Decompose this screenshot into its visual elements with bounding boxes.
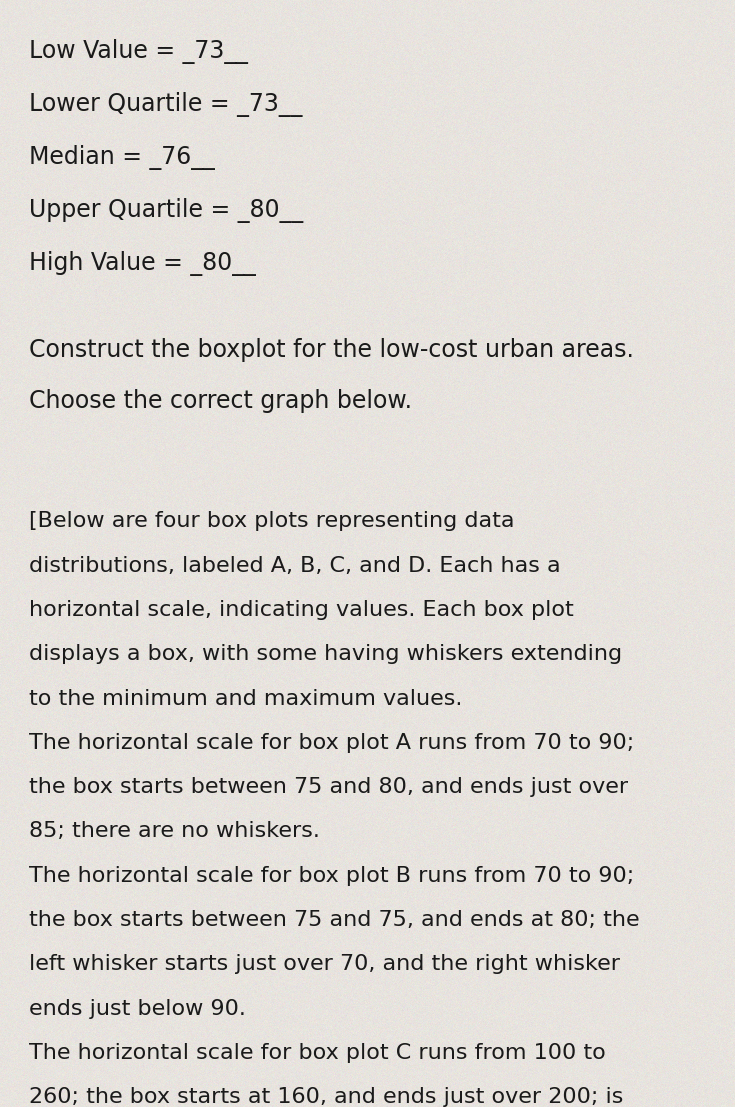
Text: High Value = _80__: High Value = _80__	[29, 251, 257, 277]
Text: to the minimum and maximum values.: to the minimum and maximum values.	[29, 689, 463, 708]
Text: Construct the boxplot for the low-cost urban areas.: Construct the boxplot for the low-cost u…	[29, 338, 634, 362]
Text: left whisker starts just over 70, and the right whisker: left whisker starts just over 70, and th…	[29, 954, 620, 974]
Text: ends just below 90.: ends just below 90.	[29, 999, 246, 1018]
Text: distributions, labeled A, B, C, and D. Each has a: distributions, labeled A, B, C, and D. E…	[29, 556, 561, 576]
Text: 85; there are no whiskers.: 85; there are no whiskers.	[29, 821, 320, 841]
Text: the box starts between 75 and 75, and ends at 80; the: the box starts between 75 and 75, and en…	[29, 910, 640, 930]
Text: Upper Quartile = _80__: Upper Quartile = _80__	[29, 198, 304, 224]
Text: displays a box, with some having whiskers extending: displays a box, with some having whisker…	[29, 644, 623, 664]
Text: Median = _76__: Median = _76__	[29, 145, 215, 170]
Text: The horizontal scale for box plot A runs from 70 to 90;: The horizontal scale for box plot A runs…	[29, 733, 634, 753]
Text: 260; the box starts at 160, and ends just over 200; is: 260; the box starts at 160, and ends jus…	[29, 1087, 624, 1107]
Text: Choose the correct graph below.: Choose the correct graph below.	[29, 389, 412, 413]
Text: The horizontal scale for box plot C runs from 100 to: The horizontal scale for box plot C runs…	[29, 1043, 606, 1063]
Text: horizontal scale, indicating values. Each box plot: horizontal scale, indicating values. Eac…	[29, 600, 574, 620]
Text: Lower Quartile = _73__: Lower Quartile = _73__	[29, 92, 303, 117]
Text: the box starts between 75 and 80, and ends just over: the box starts between 75 and 80, and en…	[29, 777, 628, 797]
Text: Low Value = _73__: Low Value = _73__	[29, 39, 248, 64]
Text: The horizontal scale for box plot B runs from 70 to 90;: The horizontal scale for box plot B runs…	[29, 866, 634, 886]
Text: [Below are four box plots representing data: [Below are four box plots representing d…	[29, 511, 515, 531]
